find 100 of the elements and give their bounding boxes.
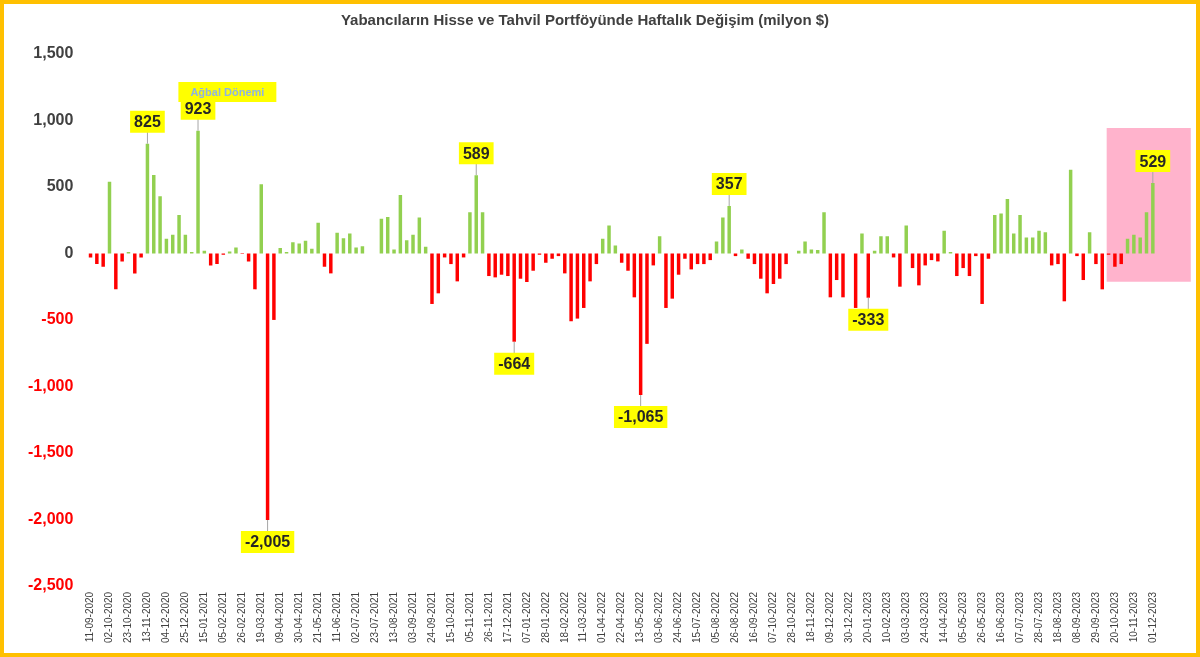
bar xyxy=(702,253,706,265)
x-tick-label: 10-02-2023 xyxy=(881,591,893,643)
data-label: 529 xyxy=(1139,152,1167,170)
x-tick-label: 09-04-2021 xyxy=(273,591,285,643)
bar xyxy=(133,253,137,274)
bar xyxy=(961,253,965,269)
chart-title: Yabancıların Hisse ve Tahvil Portföyünde Haftalık Değişim (milyon $) xyxy=(340,11,830,29)
bar xyxy=(468,212,472,254)
x-tick-label: 07-07-2023 xyxy=(1013,591,1025,643)
x-tick-label: 07-10-2022 xyxy=(767,591,779,643)
bar xyxy=(329,253,333,274)
x-tick-label: 17-12-2021 xyxy=(501,591,513,643)
x-tick-label: 24-09-2021 xyxy=(425,591,437,643)
data-label: -1,065 xyxy=(617,408,664,426)
bar xyxy=(822,212,826,254)
bar xyxy=(645,253,649,344)
bar xyxy=(980,253,984,304)
y-tick-label: 0 xyxy=(64,243,74,261)
bar xyxy=(1018,214,1022,254)
bar xyxy=(1119,253,1123,265)
bar xyxy=(1113,253,1117,267)
bar xyxy=(196,130,200,254)
bar xyxy=(335,232,339,254)
x-tick-label: 03-06-2022 xyxy=(653,591,665,643)
x-tick-label: 25-12-2020 xyxy=(179,591,191,643)
bar xyxy=(588,253,592,282)
data-label: -2,005 xyxy=(244,533,291,551)
x-tick-label: 08-09-2023 xyxy=(1070,591,1082,643)
bar xyxy=(95,253,99,265)
y-tick-label: -2,500 xyxy=(27,576,74,594)
bar xyxy=(215,253,219,265)
x-tick-label: 13-05-2022 xyxy=(634,591,646,643)
x-tick-label: 11-06-2021 xyxy=(330,591,342,643)
bar xyxy=(721,217,725,254)
bar xyxy=(904,225,908,254)
y-tick-label: -1,500 xyxy=(27,443,74,461)
bar xyxy=(430,253,434,304)
x-tick-label: 02-10-2020 xyxy=(103,591,115,643)
bar xyxy=(626,253,630,271)
x-tick-label: 01-12-2023 xyxy=(1146,591,1158,643)
bar xyxy=(297,243,301,254)
bar xyxy=(392,249,396,254)
bar xyxy=(740,249,744,254)
bar xyxy=(506,253,510,277)
bar xyxy=(411,234,415,254)
y-tick-label: -2,000 xyxy=(27,509,74,527)
bar xyxy=(177,214,181,254)
bar xyxy=(841,253,845,298)
bar xyxy=(1094,253,1098,265)
x-tick-label: 21-05-2021 xyxy=(311,591,323,643)
bar xyxy=(974,253,978,257)
bar xyxy=(316,222,320,254)
bar xyxy=(550,253,554,259)
bar xyxy=(487,253,491,277)
bar xyxy=(563,253,567,274)
x-tick-label: 28-01-2022 xyxy=(539,591,551,643)
bar xyxy=(1151,183,1155,254)
x-tick-label: 18-02-2022 xyxy=(558,591,570,643)
bar xyxy=(310,248,314,254)
x-tick-label: 04-12-2020 xyxy=(160,591,172,643)
bar xyxy=(664,253,668,308)
bar xyxy=(1132,234,1136,254)
y-tick-label: 1,500 xyxy=(33,44,74,62)
x-tick-label: 30-12-2022 xyxy=(843,591,855,643)
bar xyxy=(556,253,561,257)
bar xyxy=(955,253,959,277)
data-label: -333 xyxy=(852,311,885,329)
x-tick-label: 09-12-2022 xyxy=(824,591,836,643)
bar xyxy=(708,253,712,261)
bar xyxy=(929,253,934,261)
x-tick-label: 14-04-2023 xyxy=(937,591,949,643)
bar xyxy=(278,248,282,254)
bar xyxy=(354,247,358,254)
bar xyxy=(784,253,788,265)
bar xyxy=(569,253,573,322)
bar xyxy=(512,253,516,342)
bar xyxy=(733,253,738,257)
x-tick-label: 26-08-2022 xyxy=(729,591,741,643)
x-tick-label: 28-07-2023 xyxy=(1032,591,1044,643)
x-tick-label: 15-01-2021 xyxy=(198,591,210,643)
bar xyxy=(942,230,946,254)
bar xyxy=(291,242,295,254)
x-tick-label: 13-11-2020 xyxy=(141,591,153,643)
bar xyxy=(746,253,750,259)
x-tick-label: 24-03-2023 xyxy=(918,591,930,643)
bar xyxy=(778,253,782,279)
bar xyxy=(765,253,769,294)
data-label: -664 xyxy=(498,355,531,373)
x-tick-label: 05-02-2021 xyxy=(217,591,229,643)
bar xyxy=(759,253,763,279)
x-tick-label: 23-07-2021 xyxy=(368,591,380,643)
bar xyxy=(1056,253,1060,265)
bar xyxy=(322,253,327,267)
x-tick-label: 22-04-2022 xyxy=(615,591,627,643)
bar xyxy=(607,225,611,254)
bar xyxy=(860,233,864,254)
x-tick-label: 18-08-2023 xyxy=(1051,591,1063,643)
bar xyxy=(917,253,921,286)
x-tick-label: 15-10-2021 xyxy=(444,591,456,643)
bar xyxy=(986,253,991,259)
